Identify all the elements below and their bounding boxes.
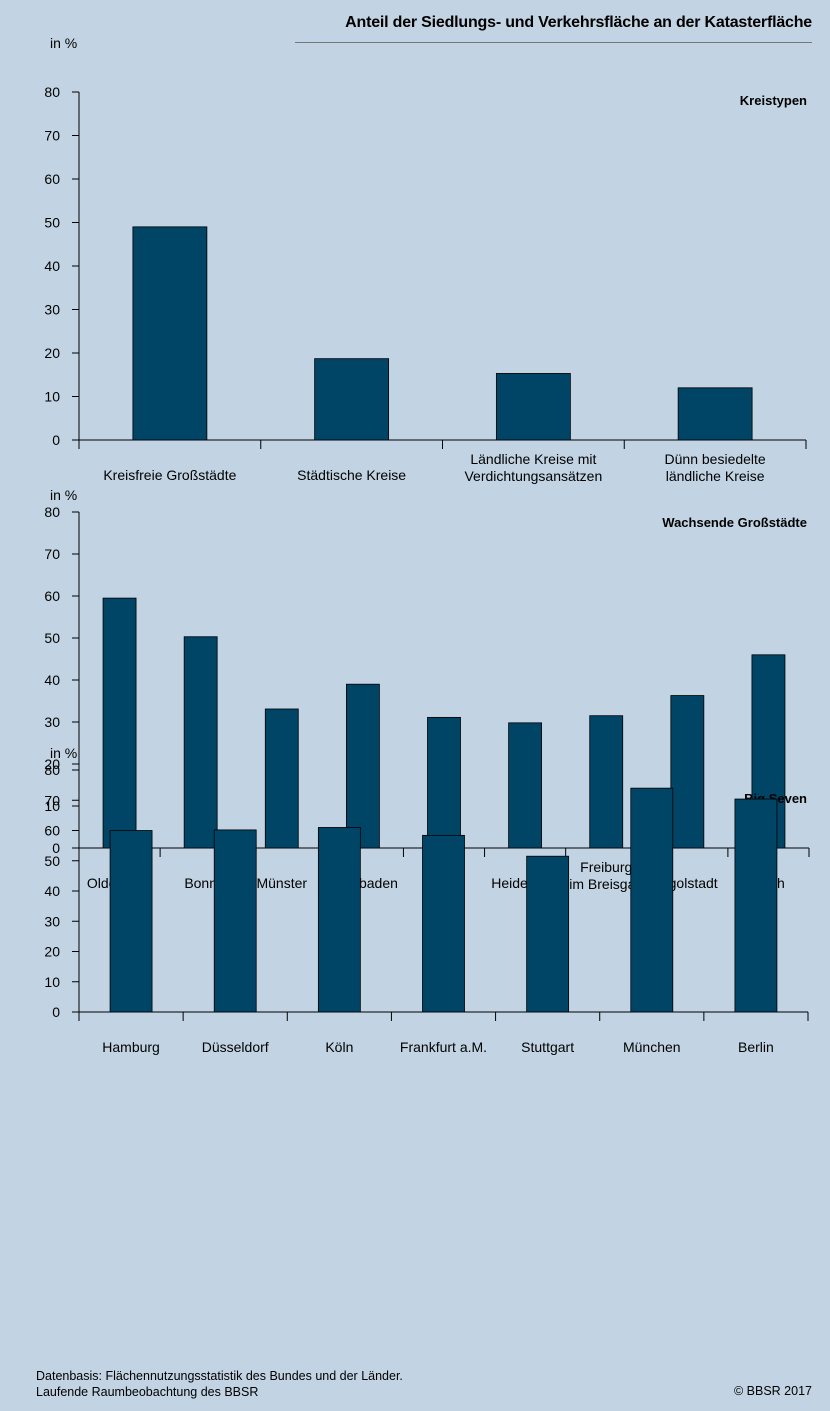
- x-tick-label: Kreisfreie Großstädte: [103, 467, 236, 483]
- x-tick-label: Städtische Kreise: [297, 467, 406, 483]
- bar: [734, 798, 778, 1013]
- bar: [422, 834, 465, 1013]
- footer-source-line-1: Datenbasis: Flächennutzungsstatistik des…: [36, 1369, 403, 1383]
- x-tick-label-line: Stuttgart: [521, 1039, 574, 1055]
- panel-label: Kreistypen: [740, 93, 807, 108]
- y-tick-label: 50: [44, 853, 60, 869]
- bar: [314, 358, 390, 441]
- x-tick-label: Dünn besiedelte ländliche Kreise: [665, 451, 766, 484]
- x-tick-label-line: Hamburg: [102, 1039, 160, 1055]
- y-tick-label: 60: [44, 588, 60, 604]
- bar: [427, 716, 461, 849]
- bar: [526, 855, 570, 1013]
- y-tick-label: 20: [44, 756, 60, 772]
- y-tick-label: 70: [44, 546, 60, 562]
- panel-label: Wachsende Großstädte: [662, 515, 807, 530]
- bar: [589, 715, 624, 849]
- x-tick-label-line: Freiburg: [580, 859, 632, 875]
- bar: [317, 827, 361, 1013]
- x-tick-label-line: München: [623, 1039, 681, 1055]
- y-tick-label: 10: [44, 389, 60, 405]
- y-axis-label: in %: [50, 487, 77, 503]
- bar: [508, 722, 543, 849]
- y-tick-label: 30: [44, 302, 60, 318]
- y-axis-label: in %: [50, 35, 77, 51]
- x-tick-label-line: Berlin: [738, 1039, 774, 1055]
- chart-kreistypen: in % Kreistypen 0 10 20 30 40 50 60 70 80 Kreisfrei…: [44, 35, 807, 484]
- y-tick-label: 40: [44, 672, 60, 688]
- y-tick-label: 30: [44, 913, 60, 929]
- x-tick-label: Berlin: [738, 1039, 774, 1055]
- chart-wachsende-grossstaedte: in % Wachsende Großstädte 0 10 20 30 40 50 60 70 8…: [44, 487, 810, 892]
- y-tick-label: 40: [44, 258, 60, 274]
- y-tick-label: 10: [44, 798, 60, 814]
- x-tick-label: München: [623, 1039, 681, 1055]
- x-tick-label: Köln: [325, 1039, 353, 1055]
- bar: [213, 829, 257, 1013]
- x-tick-label-line: Münster: [256, 875, 307, 891]
- title-rule: [295, 42, 812, 43]
- chart-title: Anteil der Siedlungs- und Verkehrsfläche…: [345, 14, 812, 31]
- x-tick-label: Freiburg im Breisgau: [569, 859, 643, 892]
- x-tick-label: Hamburg: [102, 1039, 160, 1055]
- y-tick-label: 60: [44, 823, 60, 839]
- bar: [109, 830, 153, 1013]
- footer-source-line-2: Laufende Raumbeobachtung des BBSR: [36, 1385, 259, 1399]
- y-tick-label: 80: [44, 84, 60, 100]
- x-tick-label-line: Bonn: [184, 875, 217, 891]
- y-tick-label: 30: [44, 714, 60, 730]
- y-tick-label: 0: [52, 432, 60, 448]
- x-tick-label-line: Verdichtungsansätzen: [464, 468, 602, 484]
- x-tick-label-line: Ländliche Kreise mit: [470, 451, 596, 467]
- x-tick-label: Bonn: [184, 875, 217, 891]
- x-tick-label-line: Städtische Kreise: [297, 467, 406, 483]
- bar: [630, 787, 674, 1013]
- x-tick-label-line: Frankfurt a.M.: [400, 1039, 487, 1055]
- bar: [495, 373, 571, 441]
- y-axis-label: in %: [50, 745, 77, 761]
- y-tick-label: 80: [44, 504, 60, 520]
- y-tick-label: 20: [44, 944, 60, 960]
- bar: [264, 708, 299, 849]
- footer-source: Datenbasis: Flächennutzungsstatistik des…: [36, 1368, 403, 1400]
- footer-copyright: © BBSR 2017: [733, 1384, 812, 1398]
- x-tick-label: Münster: [256, 875, 307, 891]
- x-tick-label: Düsseldorf: [202, 1039, 269, 1055]
- y-tick-label: 60: [44, 171, 60, 187]
- x-tick-label: Frankfurt a.M.: [400, 1039, 487, 1055]
- bar: [677, 387, 753, 441]
- x-tick-label-line: ländliche Kreise: [666, 468, 765, 484]
- y-tick-label: 70: [44, 128, 60, 144]
- x-tick-label-line: im Breisgau: [569, 876, 643, 892]
- bar: [132, 226, 208, 441]
- bar: [670, 695, 705, 849]
- bar: [183, 636, 218, 849]
- y-tick-label: 50: [44, 215, 60, 231]
- y-tick-label: 50: [44, 630, 60, 646]
- x-tick-label: Stuttgart: [521, 1039, 574, 1055]
- y-tick-label: 20: [44, 345, 60, 361]
- x-tick-label-line: Kreisfreie Großstädte: [103, 467, 236, 483]
- y-tick-label: 0: [52, 1004, 60, 1020]
- y-tick-label: 10: [44, 974, 60, 990]
- y-tick-label: 70: [44, 792, 60, 808]
- y-tick-label: 40: [44, 883, 60, 899]
- x-tick-label-line: Dünn besiedelte: [665, 451, 766, 467]
- x-tick-label: Ländliche Kreise mit Verdichtungsansätzen: [464, 451, 602, 484]
- x-tick-label-line: Köln: [325, 1039, 353, 1055]
- y-tick-label: 0: [52, 840, 60, 856]
- y-tick-label: 80: [44, 762, 60, 778]
- bar: [345, 683, 380, 849]
- x-tick-label-line: Düsseldorf: [202, 1039, 269, 1055]
